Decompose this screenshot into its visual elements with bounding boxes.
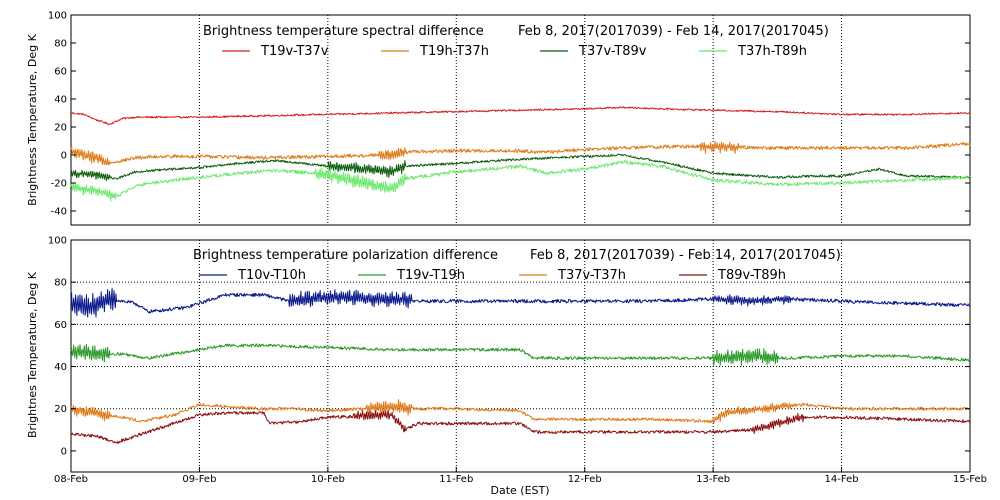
chart-title-right: Feb 8, 2017(2017039) - Feb 14, 2017(2017… xyxy=(530,248,841,263)
series-line-t19v-t37v xyxy=(70,106,971,126)
y-tick-label: 0 xyxy=(61,151,67,162)
y-tick-label: -20 xyxy=(51,179,67,190)
y-axis-ticks: -40 -20 0 20 40 60 80 100 xyxy=(48,11,970,218)
x-tick-label: 12-Feb xyxy=(568,474,602,485)
x-axis-label: Date (EST) xyxy=(490,484,549,497)
y-axis-ticks: 0 20 40 60 80 100 xyxy=(48,236,970,457)
x-tick-label: 13-Feb xyxy=(696,474,730,485)
chart-title-right: Feb 8, 2017(2017039) - Feb 14, 2017(2017… xyxy=(518,24,829,39)
legend-label-t19h-t37h: T19h-T37h xyxy=(419,44,489,59)
legend-label-t37v-t37h: T37v-T37h xyxy=(557,268,626,283)
y-tick-label: 40 xyxy=(54,95,67,106)
series-line-t19v-t19h xyxy=(70,343,971,367)
y-tick-label: -40 xyxy=(51,207,67,218)
series-line-t37v-t89v xyxy=(70,153,971,181)
legend-label-t89v-t89h: T89v-T89h xyxy=(717,268,786,283)
x-tick-label: 14-Feb xyxy=(825,474,859,485)
series-layer xyxy=(70,287,971,444)
chart-title-left: Brightness temperature spectral differen… xyxy=(203,24,484,39)
y-tick-label: 100 xyxy=(48,236,67,247)
y-axis-label: Brightnes Temperature, Deg K xyxy=(26,271,39,438)
x-tick-label: 10-Feb xyxy=(311,474,345,485)
legend: T10v-T10h T19v-T19h T37v-T37h T89v-T89h xyxy=(199,268,786,283)
series-layer xyxy=(70,106,971,202)
y-tick-label: 80 xyxy=(54,278,67,289)
legend: T19v-T37v T19h-T37h T37v-T89v T37h-T89h xyxy=(222,44,807,59)
legend-label-t19v-t37v: T19v-T37v xyxy=(260,44,329,59)
y-tick-label: 60 xyxy=(54,67,67,78)
y-tick-label: 100 xyxy=(48,11,67,22)
y-axis-label: Brightness Temperature, Deg K xyxy=(26,33,39,205)
series-line-t89v-t89h xyxy=(70,409,971,444)
y-tick-label: 60 xyxy=(54,320,67,331)
series-line-t37v-t37h xyxy=(70,399,971,424)
legend-label-t37h-t89h: T37h-T89h xyxy=(737,44,807,59)
series-line-t19h-t37h xyxy=(70,141,971,166)
legend-label-t37v-t89v: T37v-T89v xyxy=(578,44,647,59)
x-axis-ticks: 08-Feb 09-Feb 10-Feb 11-Feb 12-Feb 13-Feb 14-F… xyxy=(54,467,987,485)
grid-lines xyxy=(198,15,843,225)
legend-label-t10v-t10h: T10v-T10h xyxy=(237,268,306,283)
plot-frame xyxy=(70,239,971,473)
x-tick-label: 09-Feb xyxy=(182,474,216,485)
polarization-difference-panel: 0 20 40 60 80 100 08-Feb 09-Feb 10-Feb 11-Feb 12-… xyxy=(26,236,987,498)
y-tick-label: 20 xyxy=(54,123,67,134)
chart-title-left: Brightness temperature polarization diff… xyxy=(193,248,498,263)
y-tick-label: 0 xyxy=(61,446,67,457)
x-tick-label: 08-Feb xyxy=(54,474,88,485)
y-tick-label: 80 xyxy=(54,39,67,50)
x-tick-label: 11-Feb xyxy=(439,474,473,485)
y-tick-label: 20 xyxy=(54,404,67,415)
series-line-t37h-t89h xyxy=(70,160,971,202)
legend-label-t19v-t19h: T19v-T19h xyxy=(396,268,465,283)
plot-frame xyxy=(70,14,971,226)
y-tick-label: 40 xyxy=(54,362,67,373)
spectral-difference-panel: -40 -20 0 20 40 60 80 100 Brightness temperatur… xyxy=(26,11,971,226)
x-tick-label: 15-Feb xyxy=(953,474,987,485)
series-line-t10v-t10h xyxy=(70,287,971,318)
